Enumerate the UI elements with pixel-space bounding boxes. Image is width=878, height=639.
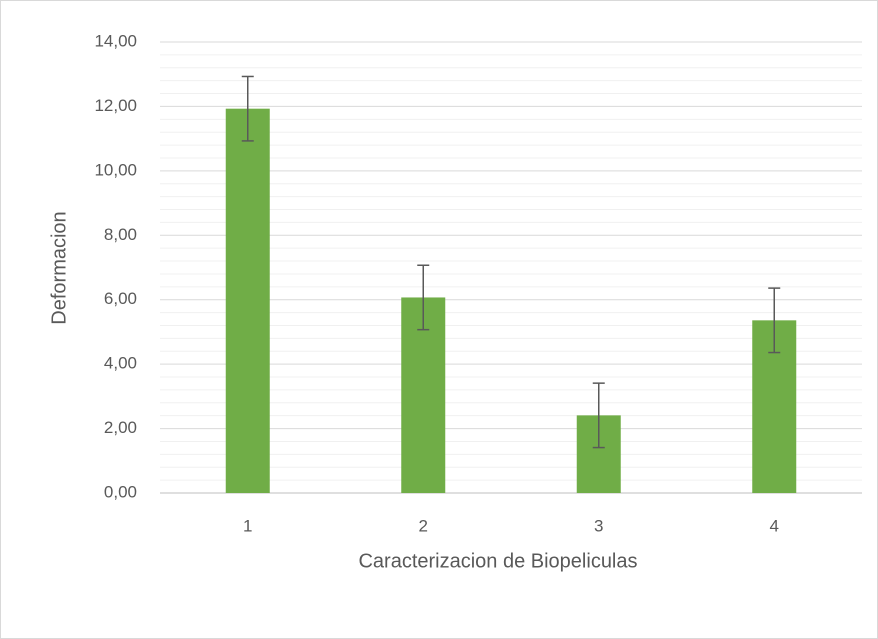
error-bar — [768, 287, 781, 354]
x-axis-title: Caracterizacion de Biopeliculas — [358, 550, 637, 572]
y-tick-label: 8,00 — [104, 225, 137, 244]
y-tick-label: 10,00 — [94, 160, 137, 179]
y-axis-title: Deformacion — [48, 211, 70, 324]
x-tick-label: 4 — [770, 516, 779, 535]
y-tick-label: 2,00 — [104, 418, 137, 437]
error-bar — [592, 382, 605, 449]
y-tick-label: 0,00 — [104, 482, 137, 501]
error-bar — [241, 75, 254, 142]
x-tick-label: 3 — [594, 516, 603, 535]
y-tick-label: 14,00 — [94, 31, 137, 50]
error-bar — [417, 264, 430, 331]
x-tick-label: 2 — [419, 516, 428, 535]
y-tick-label: 4,00 — [104, 354, 137, 373]
y-tick-label: 6,00 — [104, 289, 137, 308]
x-tick-label: 1 — [243, 516, 252, 535]
y-tick-label: 12,00 — [94, 96, 137, 115]
bar — [225, 108, 270, 494]
